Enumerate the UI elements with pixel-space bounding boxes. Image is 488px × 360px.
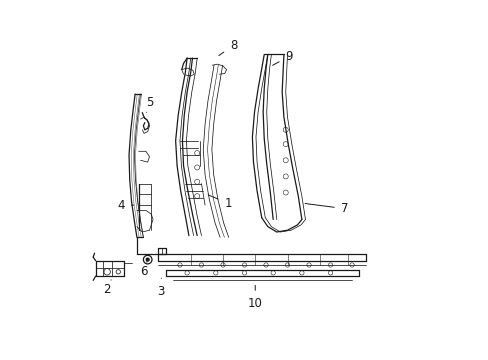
Text: 3: 3 bbox=[157, 278, 164, 298]
Text: 9: 9 bbox=[272, 50, 292, 65]
Text: 4: 4 bbox=[117, 199, 133, 212]
Text: 10: 10 bbox=[247, 285, 262, 310]
Text: 2: 2 bbox=[102, 280, 111, 296]
Text: 5: 5 bbox=[145, 96, 153, 112]
Text: 1: 1 bbox=[208, 195, 232, 210]
Circle shape bbox=[146, 258, 149, 261]
Text: 8: 8 bbox=[218, 39, 237, 55]
Text: 6: 6 bbox=[140, 262, 147, 278]
Text: 7: 7 bbox=[305, 202, 348, 215]
